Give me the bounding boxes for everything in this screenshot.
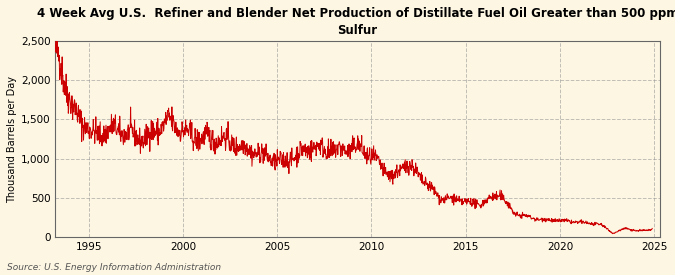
Text: Source: U.S. Energy Information Administration: Source: U.S. Energy Information Administ… bbox=[7, 263, 221, 272]
Y-axis label: Thousand Barrels per Day: Thousand Barrels per Day bbox=[7, 76, 17, 203]
Title: 4 Week Avg U.S.  Refiner and Blender Net Production of Distillate Fuel Oil Great: 4 Week Avg U.S. Refiner and Blender Net … bbox=[36, 7, 675, 37]
